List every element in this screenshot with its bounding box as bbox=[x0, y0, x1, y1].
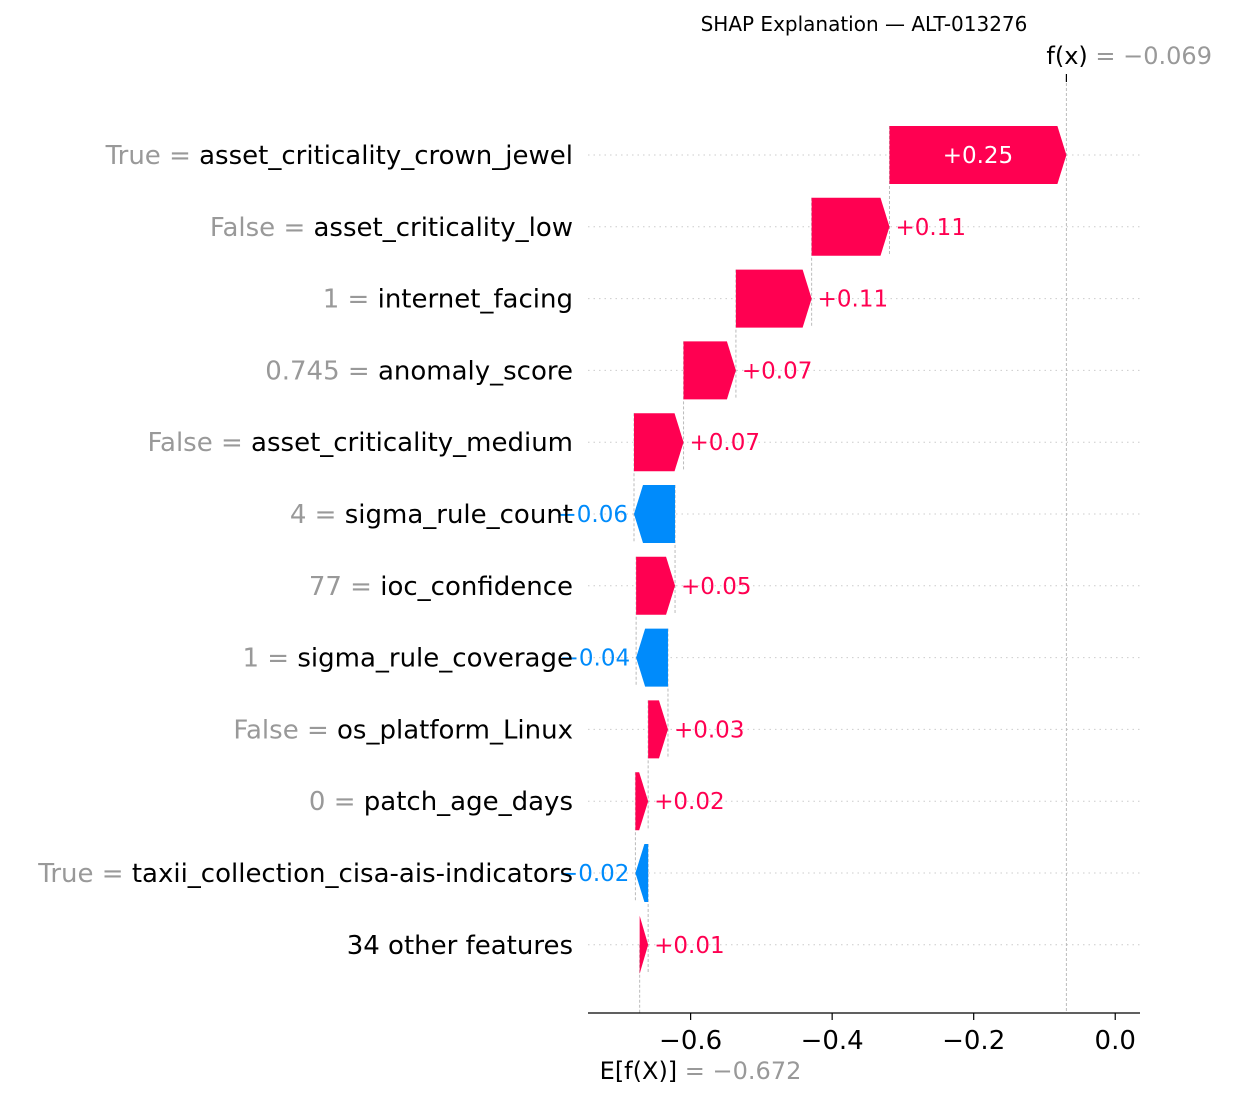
feature-value: False = bbox=[147, 428, 251, 458]
feature-label: 1 = internet_facing bbox=[323, 285, 573, 315]
feature-value: 4 = bbox=[290, 500, 345, 530]
shap-value-label: −0.06 bbox=[558, 502, 628, 528]
base-value-text: = −0.672 bbox=[685, 1057, 802, 1085]
feature-name: sigma_rule_count bbox=[345, 500, 573, 530]
x-tick-label: −0.4 bbox=[801, 1026, 864, 1056]
shap-bar bbox=[636, 628, 668, 687]
shap-value-label: +0.11 bbox=[895, 215, 965, 241]
shap-bar bbox=[889, 126, 1067, 184]
feature-labels: +0.25 True = asset_criticality_crown_jewe… bbox=[37, 141, 1013, 961]
shap-bar bbox=[635, 844, 649, 902]
x-tick-label: 0.0 bbox=[1095, 1026, 1136, 1056]
feature-name: 34 other features bbox=[347, 931, 573, 961]
feature-label: 0.745 = anomaly_score bbox=[265, 356, 573, 386]
x-tick-label: −0.6 bbox=[659, 1026, 722, 1056]
output-value-text: = −0.069 bbox=[1095, 42, 1212, 70]
feature-label: 0 = patch_age_days bbox=[309, 787, 573, 817]
shap-bar bbox=[683, 341, 736, 400]
shap-value-label: −0.04 bbox=[560, 646, 630, 672]
output-value-annotations: f(x) = −0.069 E[f(X)] = −0.672 bbox=[600, 42, 1212, 1085]
shap-value-label: +0.07 bbox=[742, 358, 812, 384]
feature-name: ioc_confidence bbox=[380, 572, 573, 602]
output-value-label: f(x) = −0.069 bbox=[1046, 42, 1212, 70]
feature-label: 77 = ioc_confidence bbox=[309, 572, 573, 602]
x-axis: −0.6 −0.4 −0.2 0.0 bbox=[588, 1012, 1140, 1056]
base-value-label: E[f(X)] = −0.672 bbox=[600, 1057, 802, 1085]
shap-value-label: +0.11 bbox=[818, 287, 888, 313]
shap-bar bbox=[636, 556, 676, 615]
shap-bar bbox=[635, 772, 649, 831]
shap-value-label: +0.05 bbox=[681, 574, 751, 600]
shap-bar bbox=[648, 700, 668, 759]
feature-name: anomaly_score bbox=[378, 356, 573, 386]
shap-value-label: +0.02 bbox=[654, 789, 724, 815]
feature-label: 1 = sigma_rule_coverage bbox=[243, 644, 574, 674]
shap-value-label: −0.02 bbox=[559, 861, 629, 887]
feature-value: True = bbox=[105, 141, 200, 171]
feature-name: asset_criticality_low bbox=[314, 213, 574, 243]
feature-value: True = bbox=[37, 859, 132, 889]
feature-name: os_platform_Linux bbox=[337, 715, 573, 745]
feature-value: 77 = bbox=[309, 572, 380, 602]
feature-name: sigma_rule_coverage bbox=[297, 644, 573, 674]
feature-label: False = os_platform_Linux bbox=[233, 715, 573, 745]
shap-bar bbox=[735, 269, 812, 328]
feature-label: False = asset_criticality_medium bbox=[147, 428, 573, 458]
shap-value-label: +0.25 bbox=[943, 143, 1013, 169]
contribution-bars bbox=[634, 126, 1067, 974]
row-gridlines bbox=[588, 154, 1140, 946]
feature-label: True = asset_criticality_crown_jewel bbox=[105, 141, 573, 171]
feature-label: 4 = sigma_rule_count bbox=[290, 500, 573, 530]
feature-value: 0.745 = bbox=[265, 356, 378, 386]
feature-value: 1 = bbox=[323, 285, 378, 315]
shap-bar bbox=[634, 485, 676, 543]
shap-value-label: +0.01 bbox=[654, 933, 724, 959]
shap-bar bbox=[639, 915, 649, 974]
shap-value-label: +0.07 bbox=[690, 430, 760, 456]
feature-name: taxii_collection_cisa-ais-indicators bbox=[132, 859, 573, 889]
output-value-symbol: f(x) bbox=[1046, 42, 1095, 70]
shap-value-label: +0.03 bbox=[674, 717, 744, 743]
feature-name: internet_facing bbox=[378, 285, 573, 315]
feature-value: 0 = bbox=[309, 787, 364, 817]
feature-label: True = taxii_collection_cisa-ais-indicat… bbox=[37, 859, 573, 889]
base-value-symbol: E[f(X)] bbox=[600, 1057, 685, 1085]
shap-bar bbox=[634, 413, 684, 472]
feature-value: False = bbox=[233, 715, 337, 745]
feature-label: False = asset_criticality_low bbox=[210, 213, 573, 243]
chart-title: SHAP Explanation — ALT-013276 bbox=[701, 12, 1028, 36]
feature-name: patch_age_days bbox=[364, 787, 573, 817]
feature-label: 34 other features bbox=[347, 931, 573, 961]
feature-name: asset_criticality_crown_jewel bbox=[199, 141, 573, 171]
x-tick-label: −0.2 bbox=[942, 1026, 1005, 1056]
feature-value: 1 = bbox=[243, 644, 298, 674]
shap-bar bbox=[811, 197, 890, 256]
feature-value: False = bbox=[210, 213, 314, 243]
feature-name: asset_criticality_medium bbox=[251, 428, 573, 458]
